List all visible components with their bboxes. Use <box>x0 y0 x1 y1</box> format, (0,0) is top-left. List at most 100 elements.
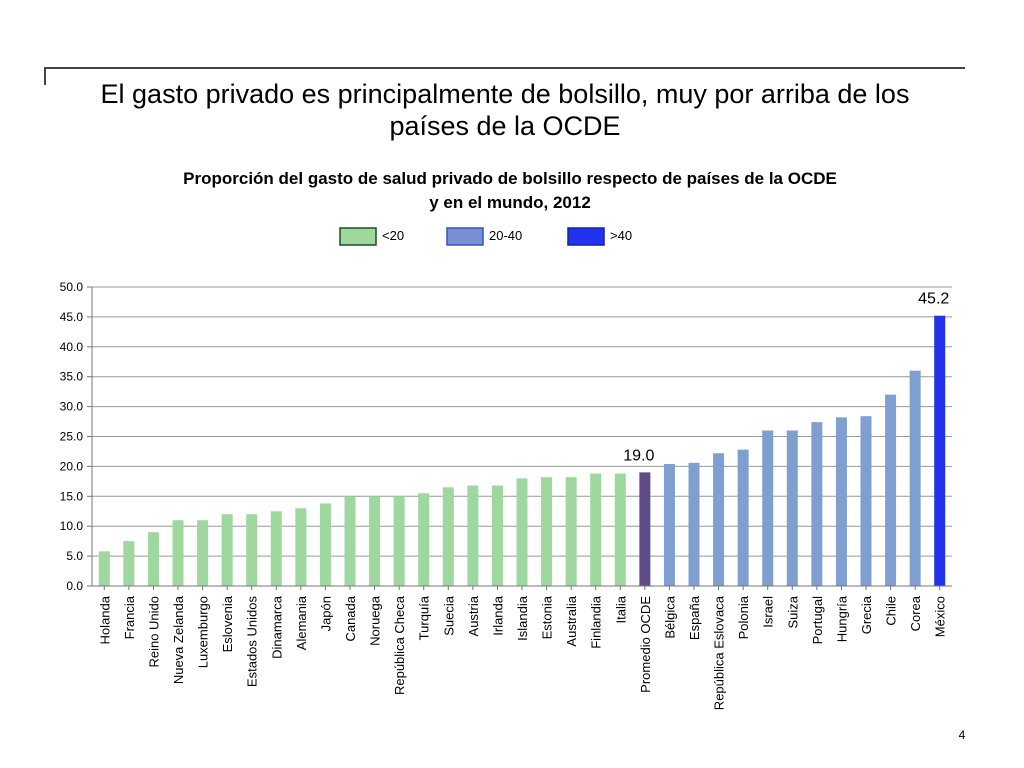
x-tick-label: Hungría <box>834 595 849 642</box>
x-tick-label: España <box>687 595 702 640</box>
bar <box>270 511 282 586</box>
x-tick-label: Grecia <box>859 595 874 634</box>
bar <box>467 485 479 586</box>
slide-title: El gasto privado es principalmente de bo… <box>100 79 910 141</box>
bar <box>197 520 209 586</box>
x-tick-label: Portugal <box>810 596 825 645</box>
x-tick-label: República Eslovaca <box>712 595 727 710</box>
x-tick-label: Estados Unidos <box>245 596 260 688</box>
bar <box>442 487 454 586</box>
x-tick-label: Australia <box>564 595 579 646</box>
x-tick-label: Suecia <box>441 595 456 636</box>
x-tick-label: Nueva Zelanda <box>171 595 186 684</box>
bar <box>319 503 331 586</box>
x-tick-label: Reino Unido <box>146 596 161 668</box>
x-tick-label: Turquía <box>417 595 432 640</box>
x-tick-label: Dinamarca <box>269 595 284 659</box>
bar <box>885 394 897 586</box>
y-tick-label: 40.0 <box>60 340 84 354</box>
x-tick-label: Japón <box>318 596 333 631</box>
bar <box>614 473 626 586</box>
data-label: 45.2 <box>918 291 949 308</box>
y-tick-label: 20.0 <box>60 459 84 473</box>
data-label: 19.0 <box>623 447 654 464</box>
legend-swatch <box>339 227 377 246</box>
y-tick-label: 50.0 <box>60 280 84 294</box>
bar <box>811 422 823 586</box>
x-tick-label: Francia <box>122 595 137 639</box>
bar <box>344 496 356 586</box>
x-tick-label: Canada <box>343 595 358 641</box>
legend-swatch <box>446 227 484 246</box>
bar <box>516 478 528 586</box>
bar <box>172 520 184 586</box>
bar <box>688 462 700 586</box>
x-tick-label: México <box>933 596 948 637</box>
bar <box>909 370 921 586</box>
bar <box>418 493 430 586</box>
top-rule <box>44 67 965 69</box>
bar <box>541 477 553 586</box>
bar <box>835 417 847 586</box>
bar <box>762 430 774 586</box>
bar <box>123 541 135 586</box>
bar <box>786 430 798 586</box>
x-tick-label: Finlandia <box>589 595 604 649</box>
legend-label: <20 <box>382 228 404 243</box>
y-tick-label: 25.0 <box>60 430 84 444</box>
bar <box>221 514 233 586</box>
x-tick-label: Suiza <box>785 595 800 628</box>
bar <box>639 472 651 586</box>
top-rule-tick <box>44 67 46 85</box>
x-tick-label: Promedio OCDE <box>638 596 653 693</box>
x-tick-label: Holanda <box>97 595 112 644</box>
legend-swatch <box>567 227 605 246</box>
y-axis: 0.0 5.0 10.0 15.0 20.0 25.0 30.0 35.0 40.0 45.0 50… <box>60 280 93 593</box>
x-tick-label: Austria <box>466 595 481 636</box>
y-tick-label: 0.0 <box>66 579 83 593</box>
y-tick-label: 45.0 <box>60 310 84 324</box>
bar <box>590 473 602 586</box>
bar <box>147 532 159 586</box>
x-tick-label: República Checa <box>392 595 407 695</box>
chart-legend: <20 20-40 >40 <box>339 227 632 246</box>
bar <box>934 315 946 586</box>
x-tick-label: Bélgica <box>662 595 677 638</box>
x-tick-label: Luxemburgo <box>196 596 211 668</box>
bar <box>491 485 503 586</box>
bar <box>98 551 110 586</box>
x-tick-label: Islandia <box>515 595 530 641</box>
x-tick-label: Israel <box>761 596 776 628</box>
x-tick-label: Corea <box>908 595 923 631</box>
legend-label: >40 <box>610 228 632 243</box>
x-tick-label: Polonia <box>736 595 751 639</box>
chart-bars <box>98 315 946 586</box>
x-tick-label: Chile <box>884 596 899 626</box>
x-axis: Holanda Francia Reino Unido Nueva Zelanda Lu… <box>92 585 952 710</box>
legend-label: 20-40 <box>489 228 522 243</box>
x-tick-label: Noruega <box>368 595 383 646</box>
y-tick-label: 15.0 <box>60 489 84 503</box>
bar <box>393 496 405 586</box>
bar <box>860 416 872 586</box>
y-tick-label: 5.0 <box>66 549 83 563</box>
x-tick-label: Eslovenia <box>220 595 235 652</box>
y-tick-label: 30.0 <box>60 400 84 414</box>
bar <box>369 496 381 586</box>
bar <box>246 514 258 586</box>
bar <box>565 477 577 586</box>
bar <box>737 449 749 586</box>
bar <box>713 453 725 586</box>
page-number: 4 <box>958 728 966 742</box>
bar <box>295 508 307 586</box>
y-tick-label: 10.0 <box>60 519 84 533</box>
y-tick-label: 35.0 <box>60 370 84 384</box>
x-tick-label: Irlanda <box>490 595 505 636</box>
chart-title: Proporción del gasto de salud privado de… <box>183 169 837 212</box>
x-tick-label: Alemania <box>294 595 309 650</box>
bar <box>663 464 675 586</box>
x-tick-label: Italia <box>613 595 628 623</box>
chart-annotations: 19.0 45.2 <box>623 291 949 465</box>
x-tick-label: Estonia <box>540 595 555 639</box>
